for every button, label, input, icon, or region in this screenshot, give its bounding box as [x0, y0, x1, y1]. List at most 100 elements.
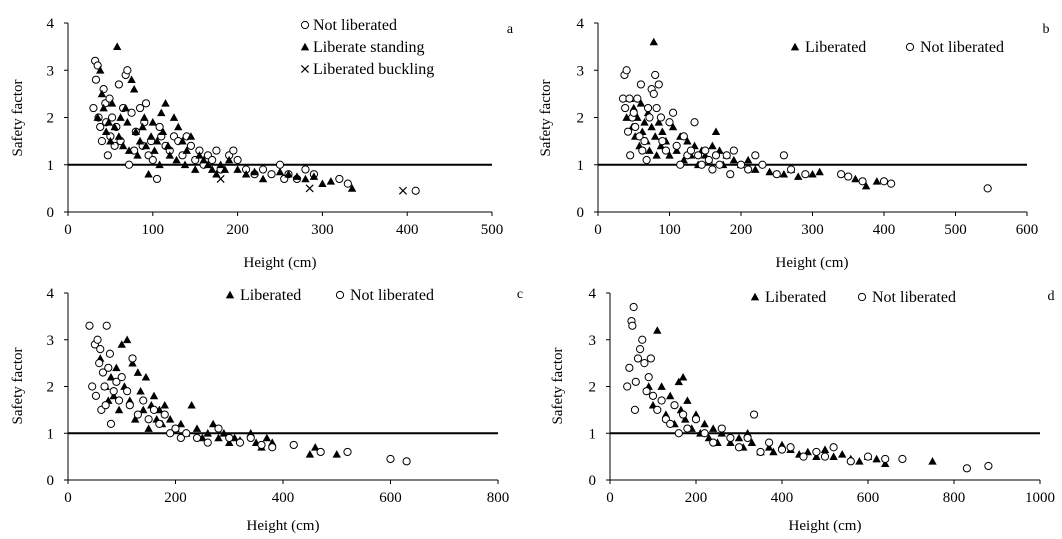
legend: Liberated Not liberated [225, 287, 434, 304]
series-circle [618, 66, 992, 193]
data-point-circle [638, 335, 647, 344]
data-point-circle [837, 170, 846, 179]
data-point-circle [633, 94, 642, 103]
data-point-triangle [174, 122, 183, 131]
data-point-circle [155, 419, 164, 428]
data-point-circle [708, 165, 717, 174]
data-point-circle [683, 424, 692, 433]
y-tick-label: 2 [47, 111, 55, 127]
data-point-triangle [241, 170, 251, 178]
data-point-circle [658, 137, 667, 146]
y-axis-title: Safety factor [10, 79, 26, 156]
data-point-circle [863, 452, 873, 461]
data-point-circle [984, 461, 993, 471]
data-point-circle [715, 160, 724, 169]
data-point-triangle [683, 136, 692, 145]
data-point-cross [398, 186, 407, 195]
data-point-triangle [658, 127, 667, 136]
x-tick-label: 600 [857, 490, 880, 506]
data-point-triangle [114, 405, 124, 414]
data-point-triangle [106, 136, 115, 145]
data-point-circle [674, 429, 683, 438]
data-point-circle [679, 410, 688, 419]
data-point-triangle [133, 368, 143, 376]
y-tick-label: 3 [589, 333, 597, 349]
data-point-circle [106, 419, 116, 428]
data-point-circle [656, 113, 666, 122]
data-point-triangle [187, 401, 196, 409]
legend-marker-circle [300, 20, 310, 30]
data-point-circle [642, 155, 651, 165]
data-point-triangle [110, 122, 119, 131]
data-point-circle [786, 165, 796, 174]
data-point-circle [233, 155, 242, 165]
data-point-circle [751, 151, 760, 160]
data-point-triangle [121, 103, 130, 112]
data-point-triangle [152, 136, 162, 145]
data-point-triangle [851, 174, 860, 183]
x-tick-label: 400 [873, 222, 896, 238]
data-point-circle [736, 160, 746, 169]
x-tick-label: 100 [658, 222, 681, 238]
data-point-triangle [208, 419, 218, 428]
y-axis-title: Safety factor [550, 347, 566, 424]
panel-c: 0 200 400 600 800 0 1 2 3 4 Height (cm) Safety fact… [10, 286, 523, 534]
x-tick-label: 0 [606, 490, 614, 506]
data-point-triangle [665, 151, 674, 159]
data-point-triangle [97, 89, 107, 98]
data-point-circle [700, 429, 709, 438]
y-tick-label: 0 [47, 205, 55, 221]
legend-label: Liberated [765, 289, 826, 306]
legend-label: Liberated [805, 39, 866, 56]
x-tick-label: 500 [944, 222, 967, 238]
data-point-cross [216, 174, 225, 183]
x-tick-label: 0 [64, 490, 72, 506]
data-point-triangle [148, 118, 157, 126]
data-point-triangle [112, 363, 121, 372]
data-point-circle [343, 447, 352, 457]
data-point-triangle [666, 391, 675, 400]
x-axis-title: Height (cm) [244, 255, 317, 271]
data-point-circle [402, 457, 411, 466]
data-point-circle [411, 186, 420, 195]
data-point-triangle [709, 424, 718, 432]
data-point-triangle [292, 172, 302, 180]
data-point-circle [801, 170, 810, 179]
data-point-triangle [192, 424, 202, 432]
legend-marker-circle [335, 290, 345, 300]
data-point-circle [267, 170, 276, 179]
data-point-circle [176, 433, 185, 443]
data-point-triangle [347, 184, 357, 192]
y-tick-label: 2 [589, 380, 597, 396]
data-point-circle [636, 345, 645, 354]
data-point-circle [726, 170, 735, 179]
data-point-triangle [855, 457, 864, 465]
data-point-circle [749, 410, 759, 419]
data-point-circle [96, 345, 105, 354]
x-tick-label: 500 [481, 222, 504, 238]
data-point-circle [676, 160, 685, 169]
data-point-triangle [275, 167, 285, 176]
panel-d: 0 200 400 600 800 1000 0 1 2 3 4 Height (cm) Safety … [550, 286, 1055, 534]
x-tick-label: 400 [771, 490, 794, 506]
data-point-circle [643, 103, 653, 113]
data-point-circle [112, 377, 121, 386]
panel-label: d [1048, 289, 1055, 304]
data-point-circle [301, 165, 310, 174]
data-point-circle [694, 151, 703, 160]
data-point-triangle [681, 415, 690, 423]
y-tick-label: 1 [577, 158, 585, 174]
data-point-circle [648, 391, 658, 400]
data-point-triangle [652, 151, 661, 159]
data-point-circle [386, 454, 395, 464]
data-point-circle [102, 321, 111, 330]
data-point-circle [758, 160, 767, 169]
legend-marker-triangle [750, 292, 760, 301]
data-point-circle [711, 151, 721, 160]
x-tick-label: 0 [64, 222, 72, 238]
data-point-triangle [764, 443, 774, 451]
data-point-circle [690, 118, 699, 127]
data-point-triangle [311, 443, 320, 451]
data-point-circle [646, 354, 655, 363]
